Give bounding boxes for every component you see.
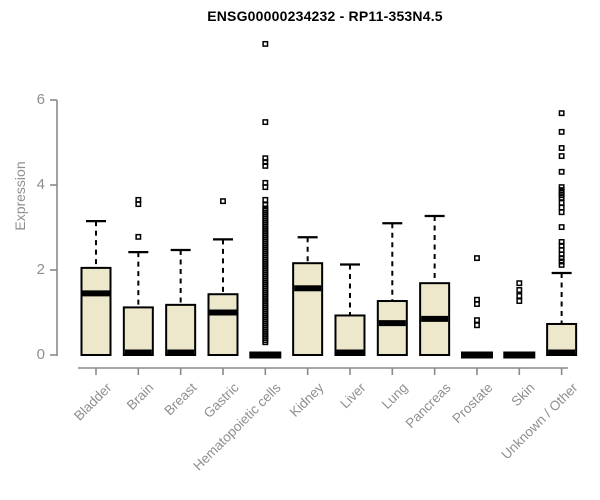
median-bar <box>548 349 576 356</box>
outlier-point <box>262 196 269 203</box>
median-bar <box>378 320 406 327</box>
outlier-point <box>220 198 226 205</box>
outlier-point <box>558 128 565 135</box>
collapsed-box <box>460 351 493 359</box>
box-brain <box>122 196 154 356</box>
outlier-point <box>135 196 142 203</box>
box-pancreas <box>419 214 451 356</box>
y-tick-label: 4 <box>36 176 45 193</box>
outlier-point <box>516 298 523 304</box>
box-body <box>207 293 239 357</box>
box-lung <box>376 222 408 356</box>
outlier-point <box>474 296 480 303</box>
y-tick-label: 2 <box>36 261 45 278</box>
box-kidney <box>292 236 324 357</box>
outlier-point <box>516 280 523 287</box>
outlier-point <box>558 145 565 151</box>
outlier-point <box>558 110 565 117</box>
box-hematopoietic-cells <box>249 40 282 359</box>
outlier-point <box>262 155 269 162</box>
outlier-point <box>558 184 565 191</box>
box-gastric <box>207 198 239 357</box>
box-body <box>165 303 197 357</box>
outlier-point <box>516 292 523 299</box>
median-bar <box>336 349 364 356</box>
outlier-point <box>558 199 565 206</box>
chart-title: ENSG00000234232 - RP11-353N4.5 <box>207 8 443 24</box>
box-breast <box>165 248 197 357</box>
median-bar <box>421 315 449 322</box>
outlier-point <box>558 258 565 265</box>
collapsed-box <box>249 351 282 359</box>
outlier-point <box>474 255 480 262</box>
outlier-point <box>262 205 269 212</box>
outlier-point <box>558 204 565 211</box>
outlier-point <box>474 322 480 329</box>
outlier-point <box>262 179 269 186</box>
outlier-point <box>558 239 565 245</box>
outlier-point <box>558 153 565 160</box>
box-body <box>80 266 112 356</box>
y-tick-label: 0 <box>36 346 45 363</box>
median-bar <box>294 285 322 292</box>
median-bar <box>82 290 110 297</box>
y-tick-label: 6 <box>36 91 45 108</box>
outlier-point <box>558 187 565 194</box>
outlier-point <box>516 287 523 293</box>
collapsed-box <box>503 351 536 359</box>
median-bar <box>124 349 152 356</box>
outlier-point <box>558 209 565 216</box>
outlier-point <box>262 40 269 47</box>
box-prostate <box>460 255 493 359</box>
outlier-point <box>558 168 565 175</box>
median-bar <box>167 349 195 356</box>
outlier-point <box>558 261 565 268</box>
box-body <box>376 300 408 356</box>
box-body <box>292 262 324 357</box>
box-bladder <box>80 220 112 356</box>
outlier-point <box>262 119 269 126</box>
median-bar <box>209 309 237 316</box>
box-body <box>122 306 154 356</box>
outlier-point <box>135 233 142 240</box>
box-body <box>334 314 366 357</box>
box-unknown-other <box>546 110 578 357</box>
outlier-point <box>474 317 480 324</box>
box-skin <box>503 280 536 359</box>
outlier-point <box>558 224 565 231</box>
box-liver <box>334 263 366 357</box>
